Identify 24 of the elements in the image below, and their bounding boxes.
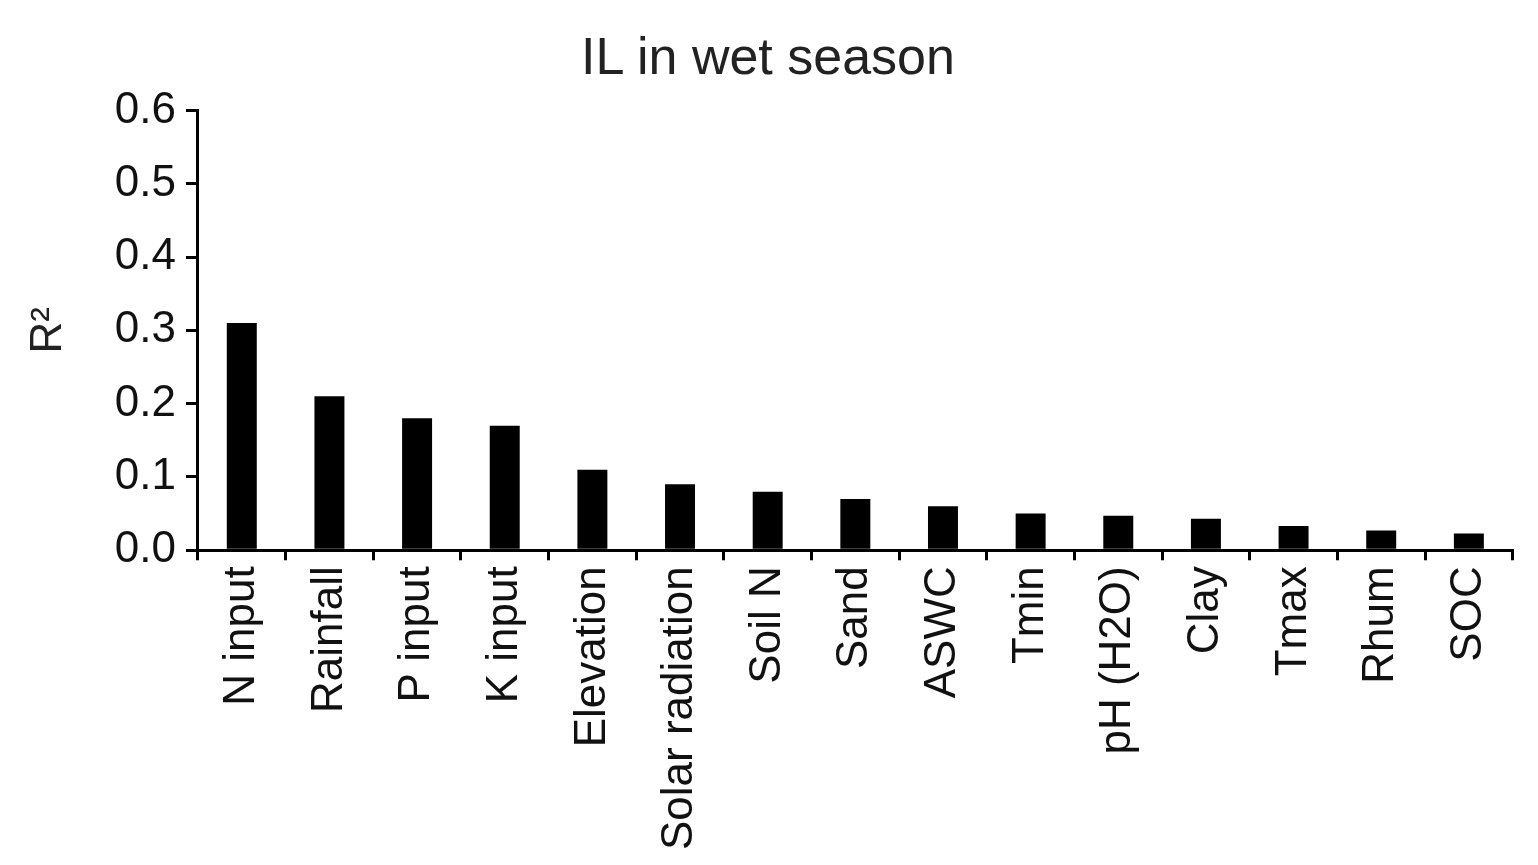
x-tick-label: Tmax <box>1265 566 1315 677</box>
x-tick-label: Sand <box>827 566 877 670</box>
chart-title: IL in wet season <box>581 26 955 85</box>
x-tick-label: Clay <box>1178 566 1228 655</box>
x-tick-label: Rhum <box>1353 566 1403 684</box>
y-tick-label: 0.1 <box>114 449 176 499</box>
y-tick-label: 0.2 <box>114 375 176 425</box>
y-tick-label: 0.0 <box>114 522 176 572</box>
x-tick-label: SOC <box>1441 566 1491 662</box>
x-tick-label: K input <box>476 566 526 704</box>
x-tick-label: Tmin <box>1002 566 1052 665</box>
x-tick-label: Solar radiation <box>652 566 702 851</box>
x-tick-label: Soil N <box>739 566 789 684</box>
x-tick-label: Elevation <box>564 566 614 748</box>
y-axis-title: R² <box>20 307 70 354</box>
y-tick-label: 0.3 <box>114 302 176 352</box>
x-tick-label: N input <box>213 566 263 706</box>
y-tick-label: 0.5 <box>114 155 176 205</box>
x-tick-label: P input <box>389 566 439 703</box>
x-tick-label: Rainfall <box>301 566 351 714</box>
x-tick-label: pH (H2O) <box>1090 566 1140 755</box>
x-tick-label: ASWC <box>915 566 965 699</box>
y-tick-label: 0.4 <box>114 229 176 279</box>
y-tick-label: 0.6 <box>114 82 176 132</box>
